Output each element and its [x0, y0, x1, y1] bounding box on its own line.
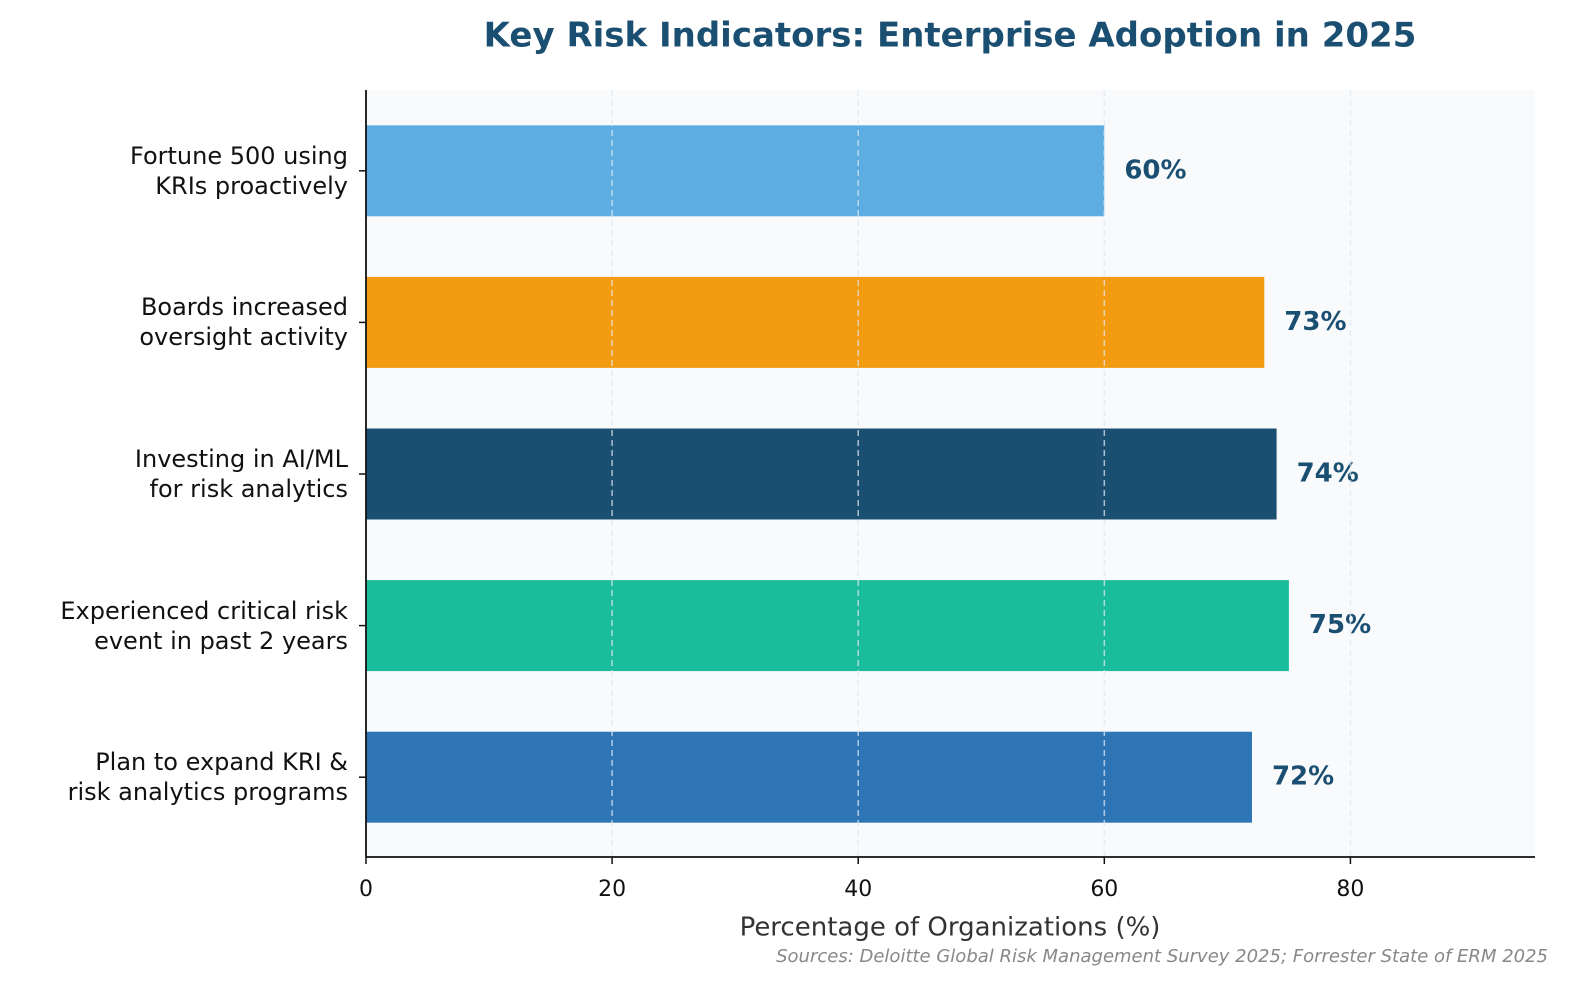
- bar: [366, 731, 1252, 823]
- x-tick-label: 0: [359, 877, 373, 902]
- x-tick-label: 40: [844, 877, 872, 902]
- x-axis-label: Percentage of Organizations (%): [740, 913, 1161, 943]
- y-tick-label: Investing in AI/ML for risk analytics: [134, 445, 348, 503]
- x-tick-label: 20: [598, 877, 626, 902]
- source-note: Sources: Deloitte Global Risk Management…: [776, 946, 1548, 967]
- bar: [366, 580, 1289, 672]
- value-label: 73%: [1284, 307, 1346, 337]
- value-label: 60%: [1124, 155, 1186, 185]
- value-label: 75%: [1309, 610, 1371, 640]
- x-tick-label: 60: [1090, 877, 1118, 902]
- y-tick-label: Fortune 500 using KRIs proactively: [130, 141, 348, 200]
- y-tick-label: Plan to expand KRI & risk analytics prog…: [67, 748, 348, 807]
- bar: [366, 276, 1265, 368]
- value-label: 72%: [1272, 762, 1334, 792]
- value-label: 74%: [1297, 459, 1359, 489]
- bar: [366, 125, 1105, 217]
- y-tick-label: Experienced critical risk event in past …: [60, 596, 348, 655]
- y-tick-label: Boards increased oversight activity: [139, 293, 348, 352]
- chart-title: Key Risk Indicators: Enterprise Adoption…: [484, 16, 1417, 56]
- x-tick-label: 80: [1336, 877, 1364, 902]
- bar: [366, 428, 1277, 520]
